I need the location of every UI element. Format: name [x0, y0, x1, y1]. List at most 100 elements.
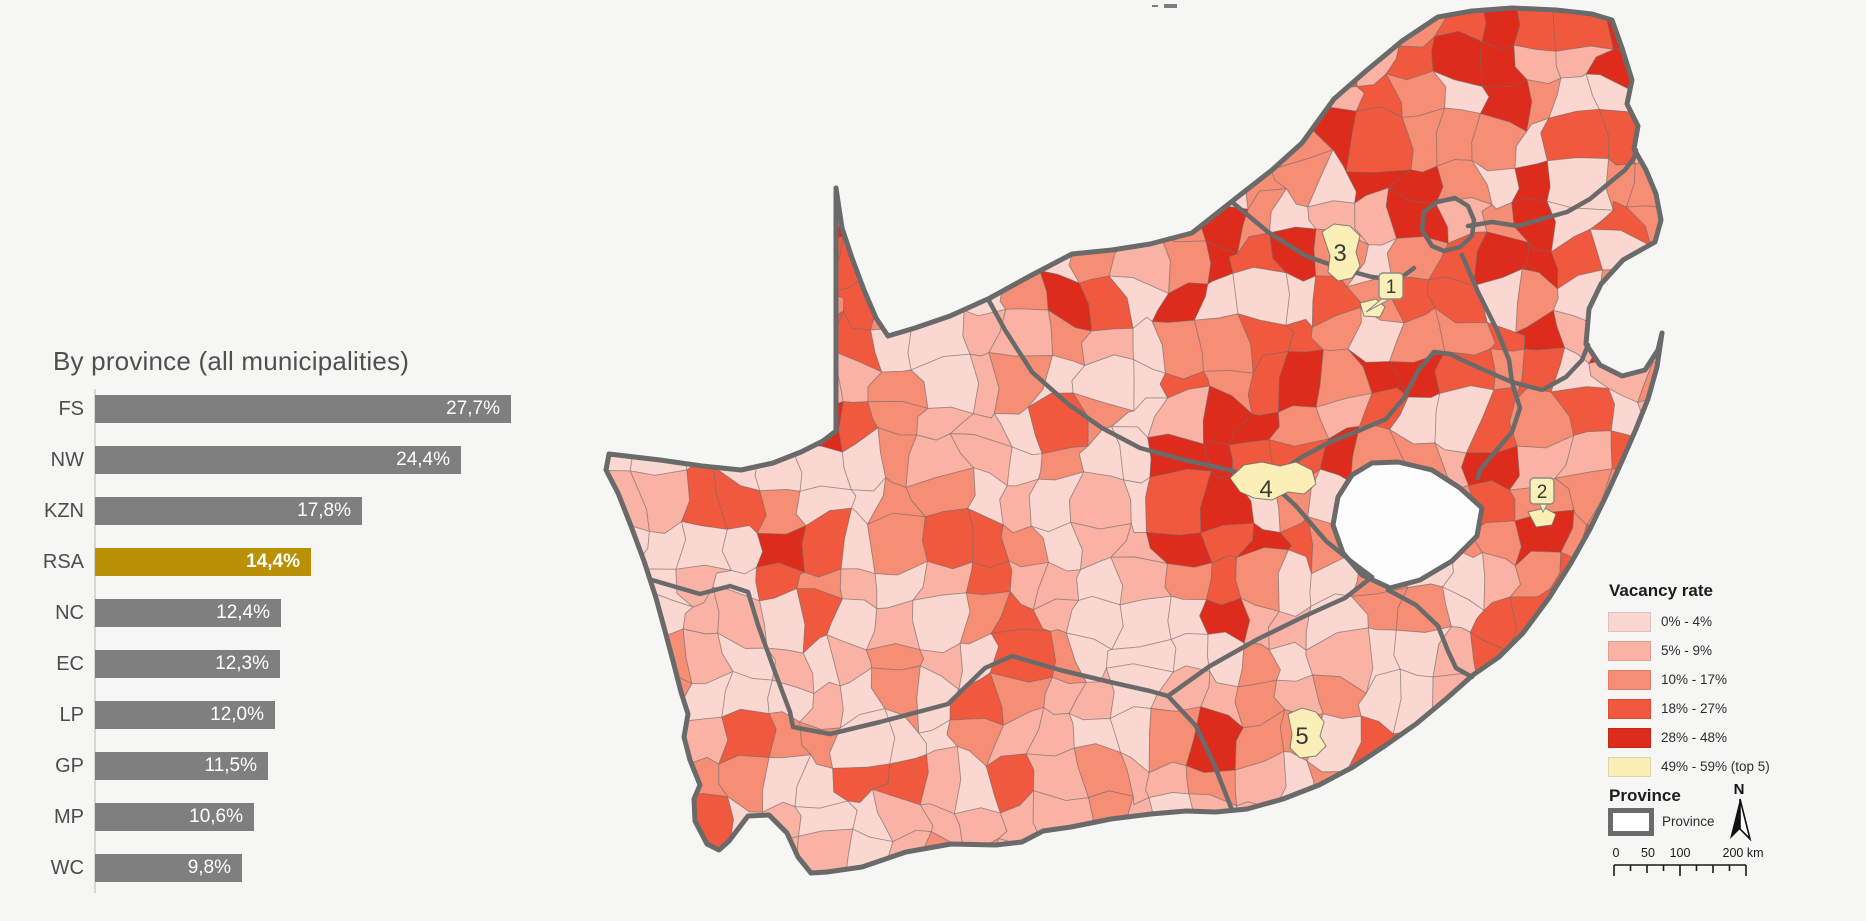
municipality	[759, 8, 810, 38]
municipality	[879, 197, 932, 252]
country-border	[603, 5, 1665, 876]
bar-label: NC	[55, 602, 84, 624]
municipality	[987, 34, 1047, 84]
legend-province-title: Province	[1609, 786, 1681, 805]
municipality	[730, 309, 774, 368]
municipality	[606, 386, 651, 446]
municipality	[1283, 8, 1329, 42]
municipality	[672, 37, 723, 77]
north-label: N	[1733, 781, 1745, 798]
municipality	[669, 246, 722, 279]
lesotho-hole	[1330, 459, 1485, 591]
municipality	[1550, 869, 1611, 873]
legend-class-label: 28% - 48%	[1661, 730, 1728, 745]
municipality	[671, 311, 735, 362]
municipality	[1680, 37, 1728, 90]
municipality	[1547, 625, 1610, 673]
municipality	[1117, 826, 1167, 873]
municipality	[955, 159, 1009, 212]
scale-tick-label: 0	[1612, 846, 1620, 860]
municipality	[1645, 245, 1662, 282]
municipality	[1170, 633, 1211, 673]
municipality	[555, 472, 599, 529]
municipality	[1041, 34, 1091, 90]
municipality	[758, 120, 810, 171]
municipality	[1430, 723, 1487, 760]
municipality	[1039, 8, 1081, 39]
bar-value: 9,8%	[187, 857, 231, 878]
province-border	[1475, 379, 1523, 481]
municipality	[988, 67, 1045, 133]
municipality	[606, 236, 644, 294]
municipality	[724, 842, 775, 873]
municipality	[1362, 8, 1400, 48]
municipality	[678, 65, 728, 118]
municipality	[1476, 758, 1526, 803]
municipality	[606, 69, 639, 114]
bar-value: 14,4%	[246, 551, 300, 572]
bar: 24,4%	[95, 446, 461, 474]
municipality	[606, 745, 648, 803]
municipality	[1634, 468, 1662, 535]
province-border	[1385, 587, 1475, 680]
municipality	[1392, 797, 1436, 846]
municipality	[1073, 8, 1134, 46]
municipality	[1071, 155, 1121, 209]
municipality	[1684, 477, 1727, 533]
municipality	[1627, 39, 1662, 95]
municipality	[556, 840, 604, 894]
municipality	[1073, 187, 1122, 250]
municipality	[1638, 8, 1662, 50]
municipality	[1518, 706, 1569, 775]
municipality	[1674, 270, 1727, 333]
bar-label: NW	[50, 449, 84, 471]
municipality	[606, 280, 644, 323]
municipality	[1081, 877, 1128, 921]
marker-badge-2	[1529, 477, 1555, 505]
municipality	[555, 181, 598, 251]
municipality	[1672, 433, 1728, 482]
municipality	[716, 65, 772, 129]
municipality	[1520, 869, 1563, 873]
bar-value: 24,4%	[396, 449, 450, 470]
legend-class-label: 18% - 27%	[1661, 701, 1728, 716]
top5-municipality	[1321, 223, 1361, 282]
municipality	[1668, 230, 1729, 287]
municipality	[556, 434, 591, 484]
municipality	[606, 362, 651, 403]
municipality	[798, 83, 840, 131]
municipality	[1366, 831, 1410, 873]
municipality	[1269, 29, 1331, 91]
municipality	[751, 365, 797, 415]
municipality	[1588, 306, 1654, 365]
municipality	[1673, 872, 1724, 921]
municipality	[768, 233, 804, 295]
bar-value: 12,3%	[215, 653, 269, 674]
municipality	[842, 161, 881, 214]
legend-swatch	[1608, 757, 1651, 777]
bar: 14,4%	[95, 548, 311, 576]
municipality	[606, 674, 648, 732]
municipality	[876, 878, 923, 921]
municipality	[1313, 801, 1370, 838]
municipality	[1631, 519, 1662, 568]
municipality	[1404, 883, 1450, 921]
municipality	[1461, 839, 1532, 873]
municipality	[1033, 121, 1076, 170]
municipality	[1547, 587, 1611, 635]
marker-number-5: 5	[1295, 723, 1308, 750]
municipality	[1119, 106, 1161, 168]
municipality	[1514, 797, 1572, 841]
municipality	[1033, 156, 1090, 203]
municipality	[1311, 8, 1371, 38]
municipality	[1033, 188, 1090, 251]
municipality	[550, 235, 594, 284]
legend-class-label: 49% - 59% (top 5)	[1661, 759, 1770, 774]
municipality	[1559, 714, 1591, 764]
municipality	[606, 37, 651, 78]
municipality	[710, 388, 763, 450]
municipality	[550, 721, 605, 755]
province-border	[1465, 147, 1639, 229]
municipality	[1114, 185, 1164, 248]
municipality	[838, 8, 882, 52]
